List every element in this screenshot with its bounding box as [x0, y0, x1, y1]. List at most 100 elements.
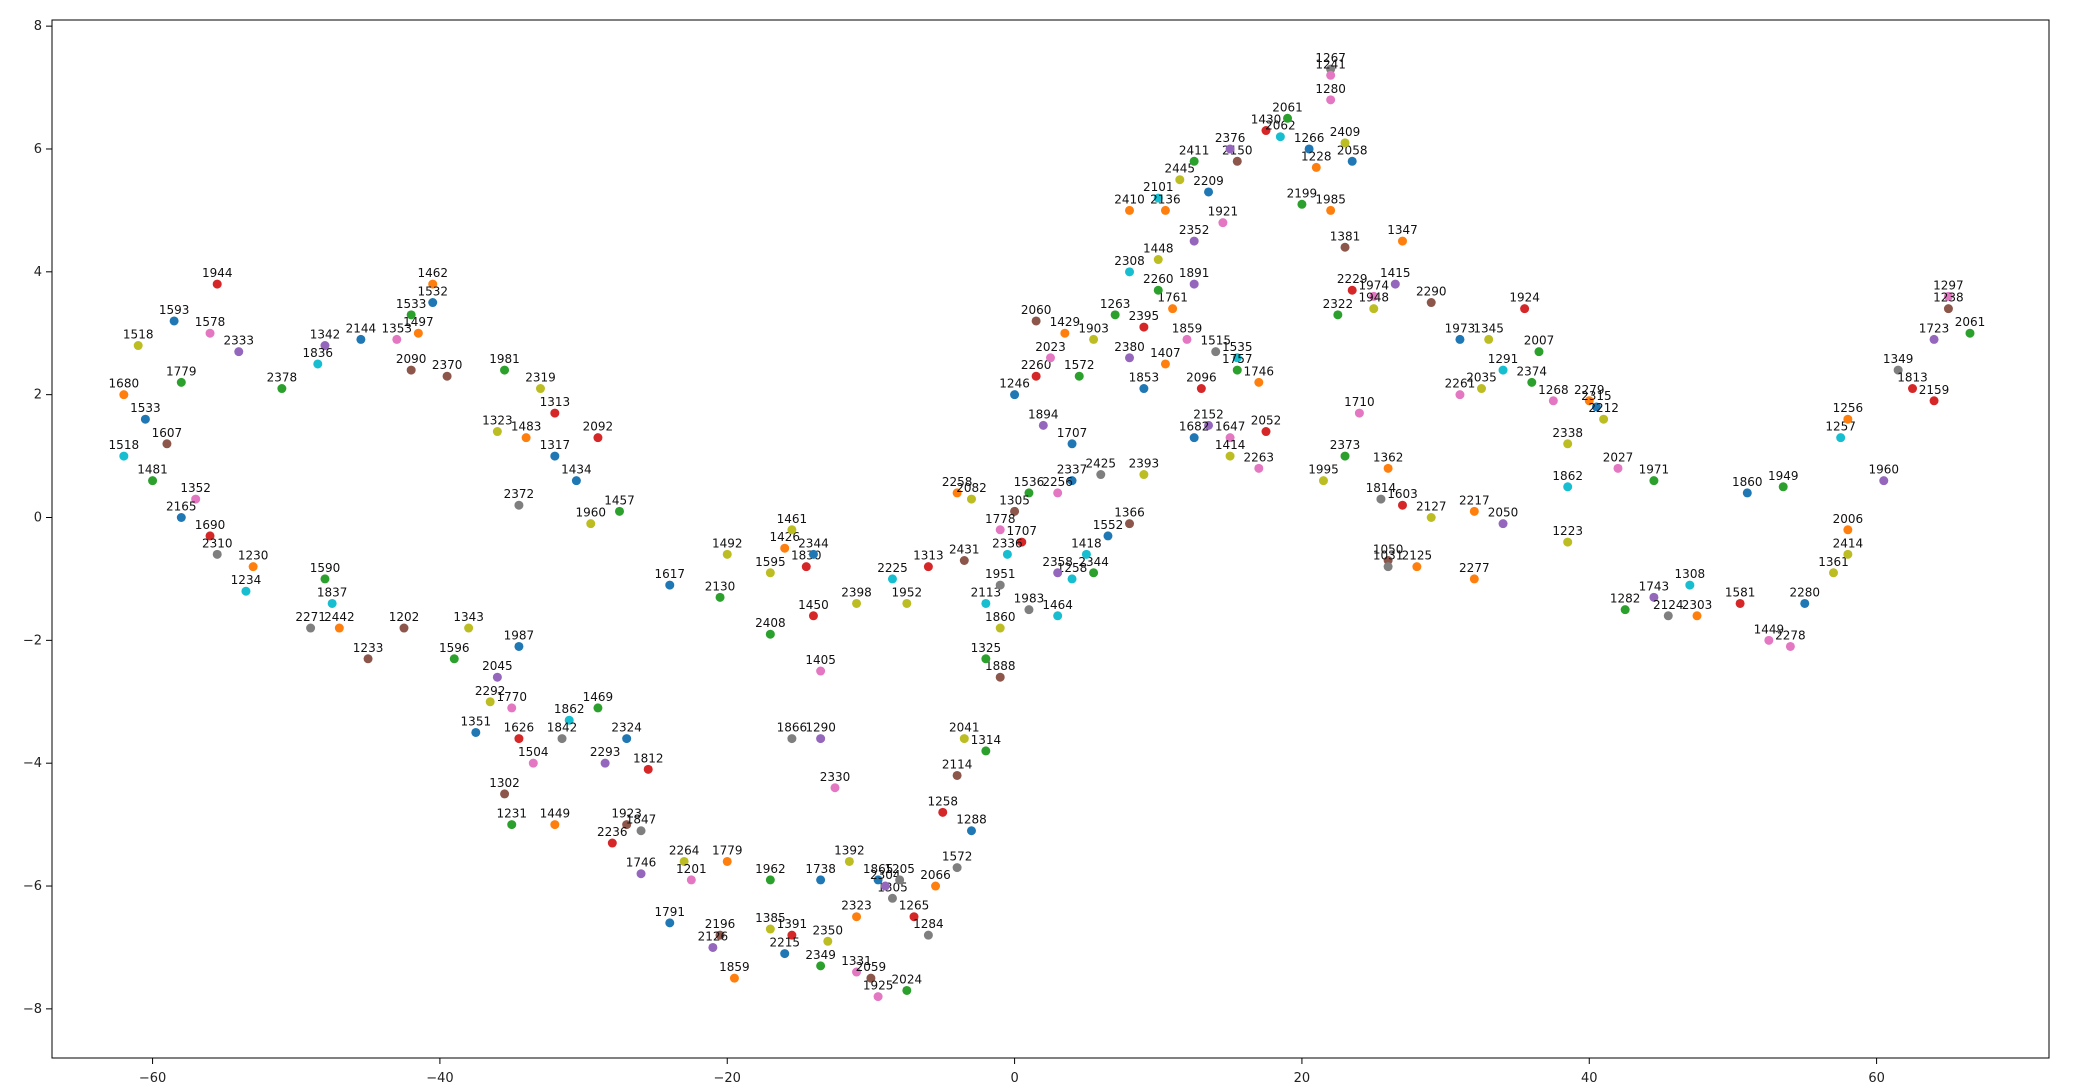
data-point-label: 1746 [626, 856, 657, 870]
data-point [959, 734, 969, 744]
data-point-label: 1533 [130, 401, 161, 415]
data-point [1189, 156, 1199, 166]
data-point [1599, 414, 1609, 424]
data-point-label: 1345 [1473, 321, 1504, 335]
data-point [622, 734, 632, 744]
data-point-label: 2263 [1244, 450, 1275, 464]
data-point-label: 1690 [195, 518, 226, 532]
data-point-label: 1258 [1057, 561, 1088, 575]
data-point-label: 2271 [295, 610, 326, 624]
data-point-label: 1707 [1057, 426, 1088, 440]
data-point [248, 562, 258, 572]
data-point-label: 1313 [540, 395, 571, 409]
data-point-label: 1738 [805, 862, 836, 876]
data-point-label: 2209 [1193, 174, 1224, 188]
data-point-label: 1385 [755, 911, 786, 925]
data-point-label: 1866 [777, 721, 808, 735]
data-point-label: 2212 [1588, 401, 1619, 415]
data-point-label: 1366 [1114, 506, 1145, 520]
data-point [1153, 193, 1163, 203]
data-point [1189, 236, 1199, 246]
data-point [614, 506, 624, 516]
data-point-label: 2358 [1042, 555, 1073, 569]
data-point [1053, 488, 1063, 498]
data-point-label: 2445 [1165, 162, 1196, 176]
data-point [1965, 328, 1975, 338]
data-point [636, 869, 646, 879]
data-point [1326, 205, 1336, 215]
data-point-label: 1859 [719, 960, 750, 974]
data-point-label: 1518 [123, 328, 154, 342]
data-point [1591, 402, 1601, 412]
data-point-label: 2410 [1114, 192, 1145, 206]
data-point [1031, 316, 1041, 326]
data-point [363, 654, 373, 664]
data-point [1125, 519, 1135, 529]
data-point [428, 298, 438, 308]
data-point [780, 543, 790, 553]
data-point [1053, 568, 1063, 578]
data-point-label: 2277 [1459, 561, 1490, 575]
data-point-label: 2199 [1287, 186, 1318, 200]
data-point [1563, 482, 1573, 492]
x-tick-label: 40 [1581, 1071, 1598, 1086]
data-point [1275, 132, 1285, 142]
data-point [1153, 255, 1163, 265]
data-point [1383, 463, 1393, 473]
data-point [507, 703, 517, 713]
data-point [1649, 476, 1659, 486]
data-point-label: 1862 [1552, 469, 1583, 483]
data-point-label: 1607 [152, 426, 183, 440]
data-point [571, 476, 581, 486]
data-point-label: 2023 [1035, 340, 1066, 354]
data-point [1778, 482, 1788, 492]
data-point [1584, 396, 1594, 406]
data-point-label: 1779 [166, 364, 197, 378]
data-point [823, 936, 833, 946]
data-point [550, 451, 560, 461]
data-point [1347, 156, 1357, 166]
data-point [1204, 420, 1214, 430]
data-point [119, 451, 129, 461]
data-point [500, 365, 510, 375]
data-point-label: 1973 [1445, 321, 1476, 335]
data-point-label: 1302 [489, 776, 520, 790]
data-point [686, 875, 696, 885]
data-point-label: 1241 [1315, 57, 1346, 71]
y-tick-label: −4 [23, 756, 42, 771]
data-point [1836, 433, 1846, 443]
data-point [313, 359, 323, 369]
data-point-label: 1234 [231, 573, 262, 587]
data-point-label: 1778 [985, 512, 1016, 526]
data-point [895, 875, 905, 885]
data-point [622, 820, 632, 830]
data-point-label: 2409 [1330, 125, 1361, 139]
data-point [1261, 427, 1271, 437]
data-point-label: 1814 [1366, 481, 1397, 495]
y-tick-label: 2 [34, 388, 42, 403]
data-point-label: 2350 [813, 923, 844, 937]
data-point-label: 1944 [202, 266, 233, 280]
data-point-label: 1267 [1315, 51, 1346, 65]
data-point-label: 1836 [303, 346, 334, 360]
data-point [902, 598, 912, 608]
data-point-label: 1238 [1933, 291, 1964, 305]
data-point [765, 875, 775, 885]
data-point [550, 820, 560, 830]
data-point-label: 1448 [1143, 242, 1174, 256]
data-point-label: 1268 [1538, 383, 1569, 397]
data-point-label: 1352 [180, 481, 211, 495]
data-point-label: 1949 [1768, 469, 1799, 483]
data-point-label: 2165 [166, 500, 197, 514]
data-point [1455, 390, 1465, 400]
data-point-label: 1791 [655, 905, 686, 919]
data-point [1477, 384, 1487, 394]
data-point-label: 1865 [863, 862, 894, 876]
data-point [1742, 488, 1752, 498]
data-point-label: 1205 [884, 862, 915, 876]
data-point [327, 598, 337, 608]
data-point [464, 623, 474, 633]
y-tick-label: −2 [23, 633, 42, 648]
data-point-label: 1284 [913, 917, 944, 931]
data-point [1649, 592, 1659, 602]
